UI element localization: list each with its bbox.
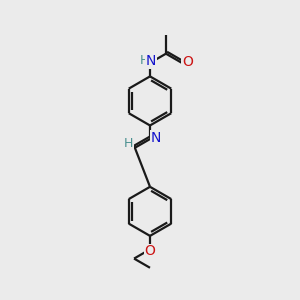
Text: O: O [145,244,155,258]
Text: H: H [140,54,149,68]
Text: N: N [146,54,156,68]
Text: O: O [182,55,193,69]
Text: H: H [124,137,134,150]
Text: N: N [151,131,161,145]
